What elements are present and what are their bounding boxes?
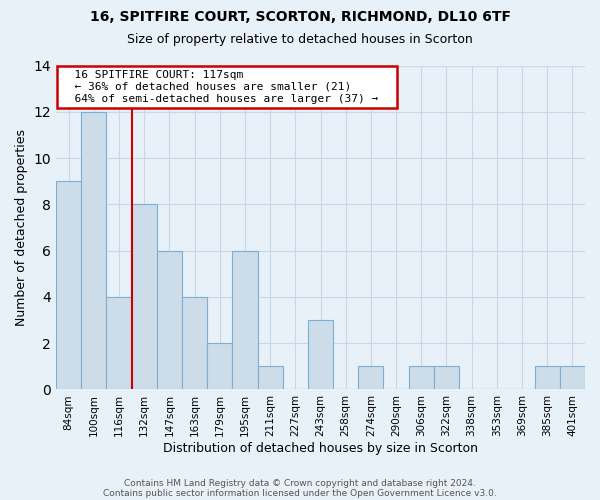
Bar: [257, 366, 283, 390]
Bar: [157, 250, 182, 390]
Bar: [535, 366, 560, 390]
Bar: [232, 250, 257, 390]
Text: 16 SPITFIRE COURT: 117sqm  
  ← 36% of detached houses are smaller (21)  
  64% : 16 SPITFIRE COURT: 117sqm ← 36% of detac…: [61, 70, 392, 104]
Bar: [56, 181, 81, 390]
Bar: [434, 366, 459, 390]
Text: Contains public sector information licensed under the Open Government Licence v3: Contains public sector information licen…: [103, 488, 497, 498]
Bar: [131, 204, 157, 390]
X-axis label: Distribution of detached houses by size in Scorton: Distribution of detached houses by size …: [163, 442, 478, 455]
Bar: [81, 112, 106, 390]
Text: Contains HM Land Registry data © Crown copyright and database right 2024.: Contains HM Land Registry data © Crown c…: [124, 478, 476, 488]
Bar: [106, 297, 131, 390]
Bar: [409, 366, 434, 390]
Text: 16, SPITFIRE COURT, SCORTON, RICHMOND, DL10 6TF: 16, SPITFIRE COURT, SCORTON, RICHMOND, D…: [89, 10, 511, 24]
Y-axis label: Number of detached properties: Number of detached properties: [15, 129, 28, 326]
Bar: [207, 343, 232, 390]
Bar: [560, 366, 585, 390]
Bar: [308, 320, 333, 390]
Bar: [182, 297, 207, 390]
Text: Size of property relative to detached houses in Scorton: Size of property relative to detached ho…: [127, 32, 473, 46]
Bar: [358, 366, 383, 390]
